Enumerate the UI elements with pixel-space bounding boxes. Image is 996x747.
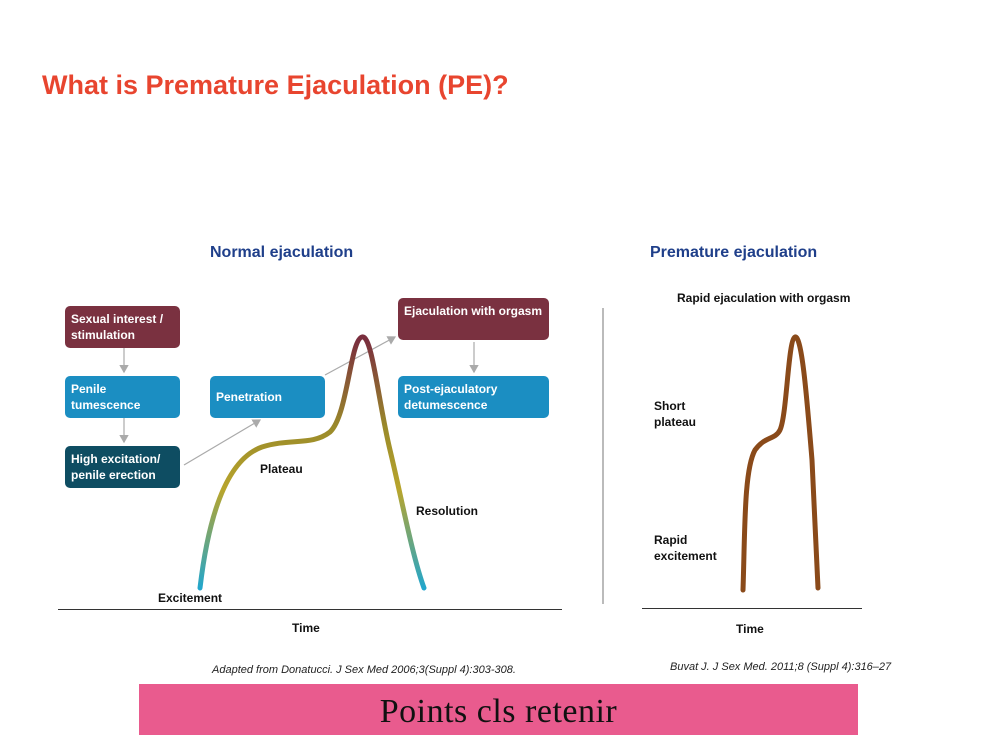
banner-text: Points cls retenir (379, 693, 618, 730)
normal-citation: Adapted from Donatucci. J Sex Med 2006;3… (212, 664, 516, 676)
premature-time-label: Time (736, 622, 764, 636)
slide-title: What is Premature Ejaculation (PE)? (42, 70, 509, 100)
box-post-ejaculatory: Post-ejaculatory detumescence (398, 376, 549, 418)
label-plateau: Plateau (260, 462, 303, 476)
box-penetration: Penetration (210, 376, 325, 418)
normal-ejaculation-heading: Normal ejaculation (210, 244, 354, 261)
premature-time-axis (642, 608, 862, 609)
box-ejaculation-orgasm: Ejaculation with orgasm (398, 298, 549, 340)
premature-ejaculation-heading: Premature ejaculation (650, 244, 818, 261)
arrow-excitation-to-penetration (183, 419, 262, 466)
label-resolution: Resolution (416, 504, 478, 518)
label-rapid-orgasm: Rapid ejaculation with orgasm (677, 291, 851, 305)
premature-citation: Buvat J. J Sex Med. 2011;8 (Suppl 4):316… (670, 661, 892, 673)
box-high-excitation: High excitation/ penile erection (65, 446, 180, 488)
key-points-banner: Points cls retenir (139, 684, 858, 735)
normal-time-axis (58, 609, 562, 610)
box-penile-tumescence: Penile tumescence (65, 376, 180, 418)
arrow-penetration-to-ejaculation (324, 336, 397, 376)
label-rapid-excitement: Rapid excitement (654, 533, 717, 563)
premature-response-curve (740, 334, 821, 593)
label-short-plateau: Short plateau (654, 399, 697, 429)
panel-divider (602, 308, 604, 604)
label-excitement: Excitement (158, 591, 223, 605)
normal-response-curve (197, 334, 427, 591)
normal-time-label: Time (292, 621, 320, 635)
box-sexual-interest: Sexual interest / stimulation (65, 306, 180, 348)
